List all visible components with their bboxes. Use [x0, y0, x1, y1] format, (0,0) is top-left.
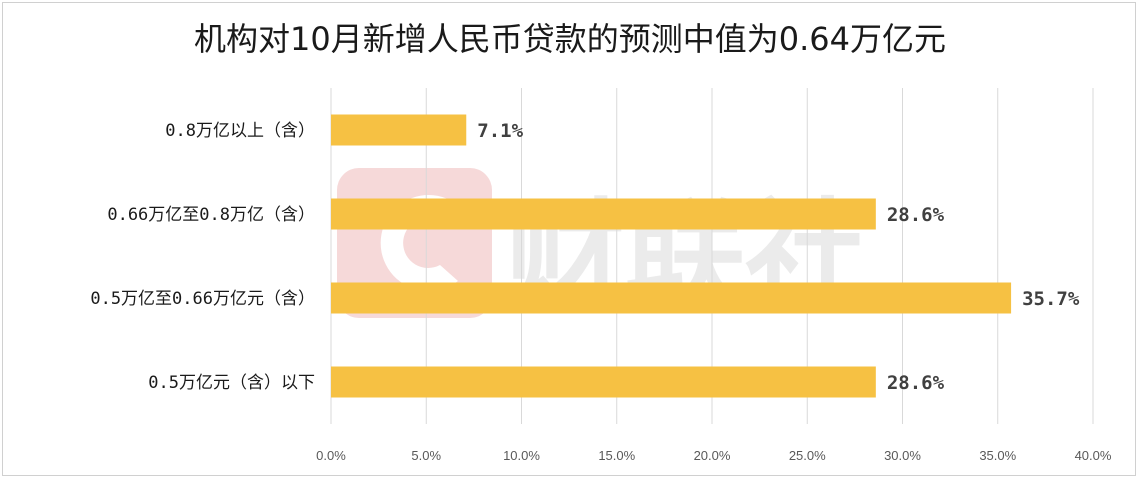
x-tick-label: 15.0%	[598, 448, 635, 463]
x-tick-label: 25.0%	[789, 448, 826, 463]
x-tick-label: 10.0%	[503, 448, 540, 463]
x-tick-label: 20.0%	[694, 448, 731, 463]
x-tick-label: 5.0%	[411, 448, 441, 463]
x-tick-label: 0.0%	[316, 448, 346, 463]
bar	[331, 198, 876, 230]
x-tick-label: 35.0%	[979, 448, 1016, 463]
x-tick-label: 30.0%	[884, 448, 921, 463]
bar	[331, 114, 467, 146]
chart-title: 机构对10月新增人民币贷款的预测中值为0.64万亿元	[194, 20, 946, 58]
category-label: 0.66万亿至0.8万亿（含）	[107, 205, 315, 225]
x-tick-label: 40.0%	[1075, 448, 1112, 463]
data-label: 28.6%	[887, 204, 945, 226]
data-label: 28.6%	[887, 372, 945, 394]
category-label: 0.5万亿至0.66万亿元（含）	[90, 289, 315, 309]
bar	[331, 366, 876, 398]
data-label: 7.1%	[477, 120, 523, 142]
category-label: 0.5万亿元（含）以下	[148, 373, 315, 393]
data-label: 35.7%	[1022, 288, 1080, 310]
bar	[331, 282, 1012, 314]
category-label: 0.8万亿以上（含）	[165, 121, 315, 141]
